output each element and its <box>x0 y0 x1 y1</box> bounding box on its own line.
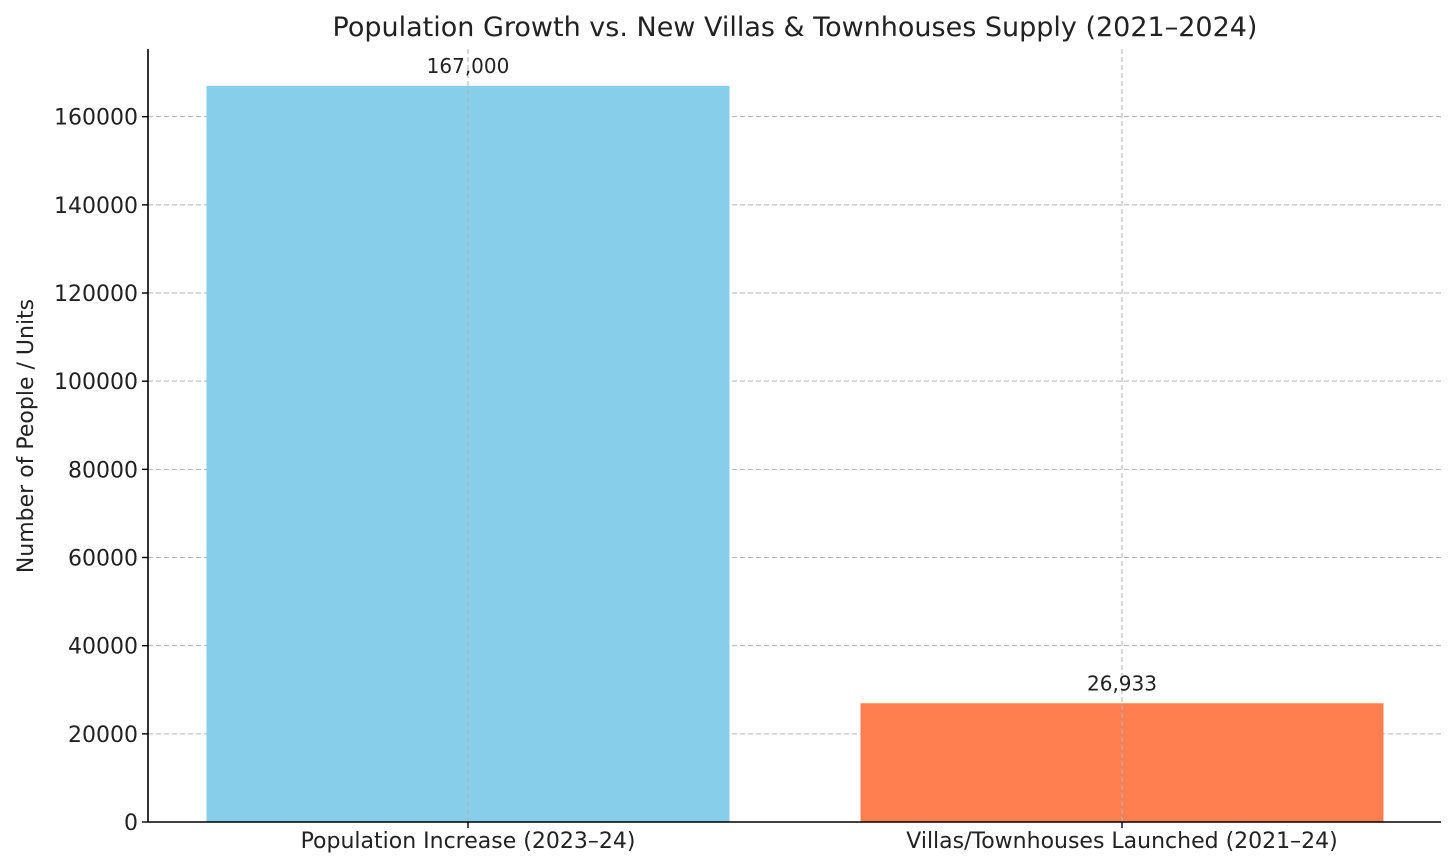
chart-title: Population Growth vs. New Villas & Townh… <box>333 12 1258 43</box>
ticks-layer: 0 20000 40000 60000 80000 100000 120000 140000 1… <box>54 106 1338 854</box>
y-tick-label: 100000 <box>54 370 138 395</box>
y-tick-label: 20000 <box>68 723 138 748</box>
bar-value-label: 167,000 <box>427 54 510 78</box>
x-tick-label: Population Increase (2023–24) <box>301 829 636 854</box>
bars-layer <box>206 85 1384 823</box>
bar-value-label: 26,933 <box>1087 671 1157 695</box>
y-tick-label: 40000 <box>68 635 138 660</box>
bar-value-labels-layer: 167,000 26,933 <box>427 54 1157 695</box>
vertical-grid-layer <box>467 49 1123 822</box>
y-tick-label: 160000 <box>54 106 138 131</box>
y-tick-label: 60000 <box>68 547 138 572</box>
y-tick-label: 80000 <box>68 458 138 483</box>
x-tick-label: Villas/Townhouses Launched (2021–24) <box>906 829 1337 854</box>
y-tick-label: 140000 <box>54 194 138 219</box>
axes-layer <box>147 49 1441 823</box>
y-tick-label: 0 <box>124 811 138 836</box>
y-tick-label: 120000 <box>54 282 138 307</box>
y-axis-label: Number of People / Units <box>14 299 39 573</box>
